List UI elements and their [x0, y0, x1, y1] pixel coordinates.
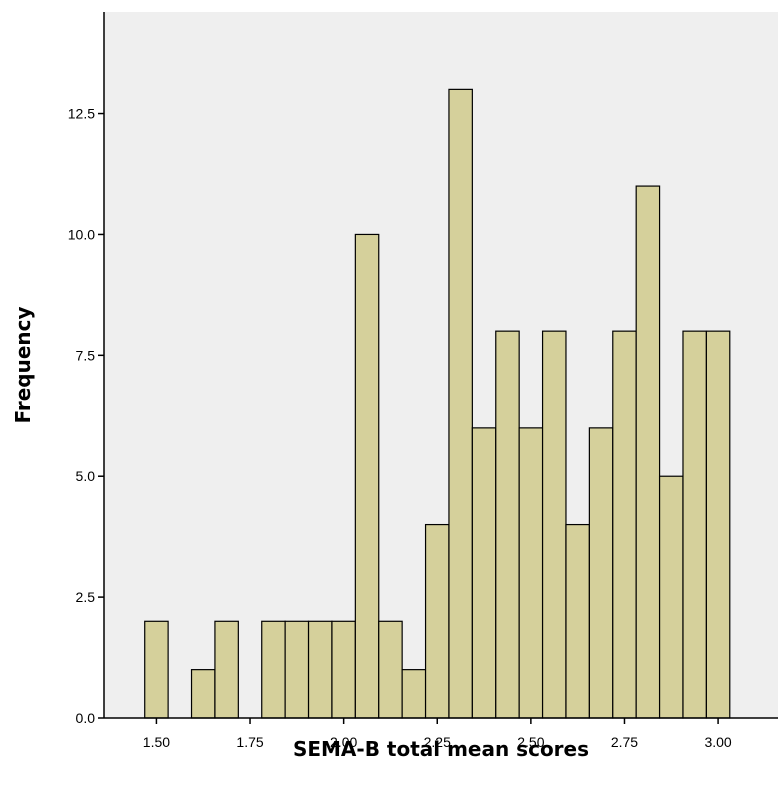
x-tick-label: 1.75 — [236, 734, 263, 750]
histogram-bar — [588, 427, 614, 719]
histogram-bar — [541, 330, 567, 719]
x-axis-ticks: 1.50 1.75 2.00 2.25 2.50 2.75 3.00 — [143, 718, 732, 750]
x-tick-label: 1.50 — [143, 734, 170, 750]
y-tick-label: 10.0 — [68, 226, 95, 242]
histogram-bar — [682, 330, 707, 719]
y-tick-label: 5.0 — [76, 468, 96, 484]
x-tick-label: 2.00 — [330, 734, 357, 750]
histogram-bar — [378, 620, 403, 719]
x-axis-title: SEMA-B total mean scores — [293, 737, 589, 761]
y-tick-label: 0.0 — [76, 710, 96, 726]
histogram-bar — [214, 620, 239, 719]
histogram-bar — [635, 185, 661, 719]
y-tick-label: 7.5 — [76, 347, 96, 363]
histogram-bar — [331, 620, 356, 719]
x-tick-label: 3.00 — [704, 734, 731, 750]
histogram-bar — [144, 620, 169, 719]
y-tick-label: 12.5 — [68, 106, 95, 122]
histogram-bar — [448, 88, 473, 719]
y-tick-label: 2.5 — [76, 589, 96, 605]
histogram-bar — [284, 620, 310, 719]
histogram-bar — [518, 427, 544, 719]
histogram-bar — [424, 523, 450, 719]
histogram-bar — [471, 427, 497, 719]
y-axis-title: Frequency — [11, 306, 35, 423]
histogram-bar — [261, 620, 286, 719]
histogram-bar — [354, 233, 380, 719]
histogram-bar — [565, 523, 590, 719]
histogram-bar — [401, 669, 427, 719]
histogram-bar — [658, 475, 684, 719]
x-tick-label: 2.50 — [517, 734, 544, 750]
histogram-bar — [307, 620, 333, 719]
histogram-bar — [495, 330, 520, 719]
histogram-bar — [190, 669, 216, 719]
x-tick-label: 2.25 — [424, 734, 451, 750]
y-axis-ticks: 0.0 2.5 5.0 7.5 10.0 12.5 — [68, 106, 104, 726]
histogram-bar — [705, 330, 731, 719]
x-tick-label: 2.75 — [611, 734, 638, 750]
histogram-bar — [612, 330, 637, 719]
